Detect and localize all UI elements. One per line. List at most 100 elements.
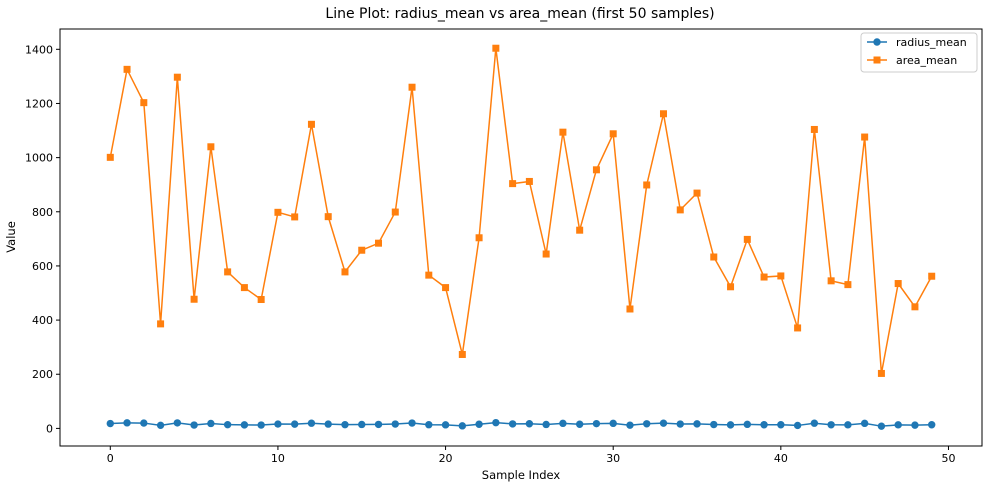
data-point [425, 421, 433, 429]
data-point [542, 420, 550, 429]
data-point [156, 421, 165, 430]
x-tick-label: 50 [941, 452, 955, 465]
y-axis-label: Value [4, 221, 18, 253]
series-radius-mean [106, 418, 936, 430]
data-point [928, 421, 936, 429]
legend-marker [873, 56, 881, 64]
data-point [291, 213, 299, 221]
y-tick-label: 1000 [25, 152, 53, 165]
data-point [559, 128, 567, 136]
data-point [525, 177, 533, 185]
data-point [190, 295, 198, 303]
plot-area [106, 44, 936, 430]
legend: radius_mean area_mean [860, 32, 978, 73]
y-tick-label: 0 [46, 422, 53, 435]
y-tick-label: 200 [32, 368, 53, 381]
data-point [794, 324, 802, 332]
data-point [693, 420, 701, 428]
data-point [223, 420, 232, 429]
data-point [877, 422, 886, 430]
legend-box [860, 32, 978, 73]
data-point [190, 421, 198, 429]
data-point [240, 284, 248, 292]
axes-frame [59, 28, 983, 447]
data-point [911, 421, 919, 429]
data-point [324, 213, 332, 221]
series-line [109, 48, 933, 374]
data-point [861, 133, 869, 141]
data-point [576, 226, 584, 234]
data-point [224, 268, 232, 276]
data-point [626, 421, 634, 429]
data-point [542, 250, 550, 258]
data-point [726, 421, 735, 429]
data-point [240, 421, 249, 429]
data-point [743, 420, 752, 429]
data-point [743, 235, 751, 243]
data-point [643, 420, 651, 428]
y-tick-label: 600 [32, 260, 53, 273]
data-point [810, 419, 819, 427]
y-tick-label: 800 [32, 206, 53, 219]
data-point [391, 420, 399, 428]
data-point [307, 419, 316, 427]
data-point [592, 166, 600, 174]
legend-marker [873, 38, 881, 46]
data-point [106, 153, 114, 161]
data-point [307, 120, 315, 128]
data-point [408, 419, 416, 427]
data-point [475, 234, 483, 242]
data-point [659, 110, 667, 118]
x-tick-label: 30 [606, 452, 620, 465]
series-area-mean [106, 44, 936, 377]
legend-entry: area_mean [867, 54, 957, 67]
data-point [123, 65, 131, 73]
data-point [375, 239, 383, 247]
data-point [492, 418, 500, 427]
data-point [911, 303, 919, 311]
x-axis: 0 10 20 30 40 50 [107, 446, 955, 465]
x-tick-label: 20 [439, 452, 453, 465]
y-tick-label: 1200 [25, 97, 53, 110]
data-point [777, 272, 785, 280]
data-point [157, 320, 165, 328]
data-point [123, 419, 131, 427]
data-point [358, 246, 366, 254]
data-point [727, 283, 735, 291]
legend-label: area_mean [896, 54, 957, 67]
data-point [257, 421, 265, 429]
data-point [458, 350, 466, 358]
data-point [693, 189, 701, 197]
data-point [827, 277, 835, 285]
data-point [609, 419, 617, 428]
x-axis-label: Sample Index [482, 468, 561, 482]
data-point [592, 419, 601, 428]
y-tick-label: 1400 [25, 43, 53, 56]
data-point [341, 268, 349, 276]
y-tick-label: 400 [32, 314, 53, 327]
data-point [793, 421, 802, 430]
data-point [358, 420, 366, 429]
data-point [425, 271, 433, 279]
data-point [374, 420, 383, 429]
data-point [458, 422, 467, 430]
series-line [110, 421, 932, 427]
data-point [274, 208, 282, 216]
data-point [659, 419, 668, 427]
data-point [626, 305, 634, 313]
data-point [827, 421, 835, 429]
data-point [710, 253, 718, 261]
data-point [710, 420, 718, 429]
x-tick-label: 40 [774, 452, 788, 465]
data-point [575, 420, 584, 428]
data-point [760, 421, 768, 429]
data-point [341, 420, 349, 429]
data-point [173, 73, 181, 81]
data-point [408, 83, 416, 91]
y-axis: 0 200 400 600 800 1000 1200 1400 [25, 43, 60, 435]
data-point [860, 419, 869, 428]
legend-entry: radius_mean [867, 36, 967, 49]
data-point [643, 181, 651, 189]
data-point [391, 208, 399, 216]
